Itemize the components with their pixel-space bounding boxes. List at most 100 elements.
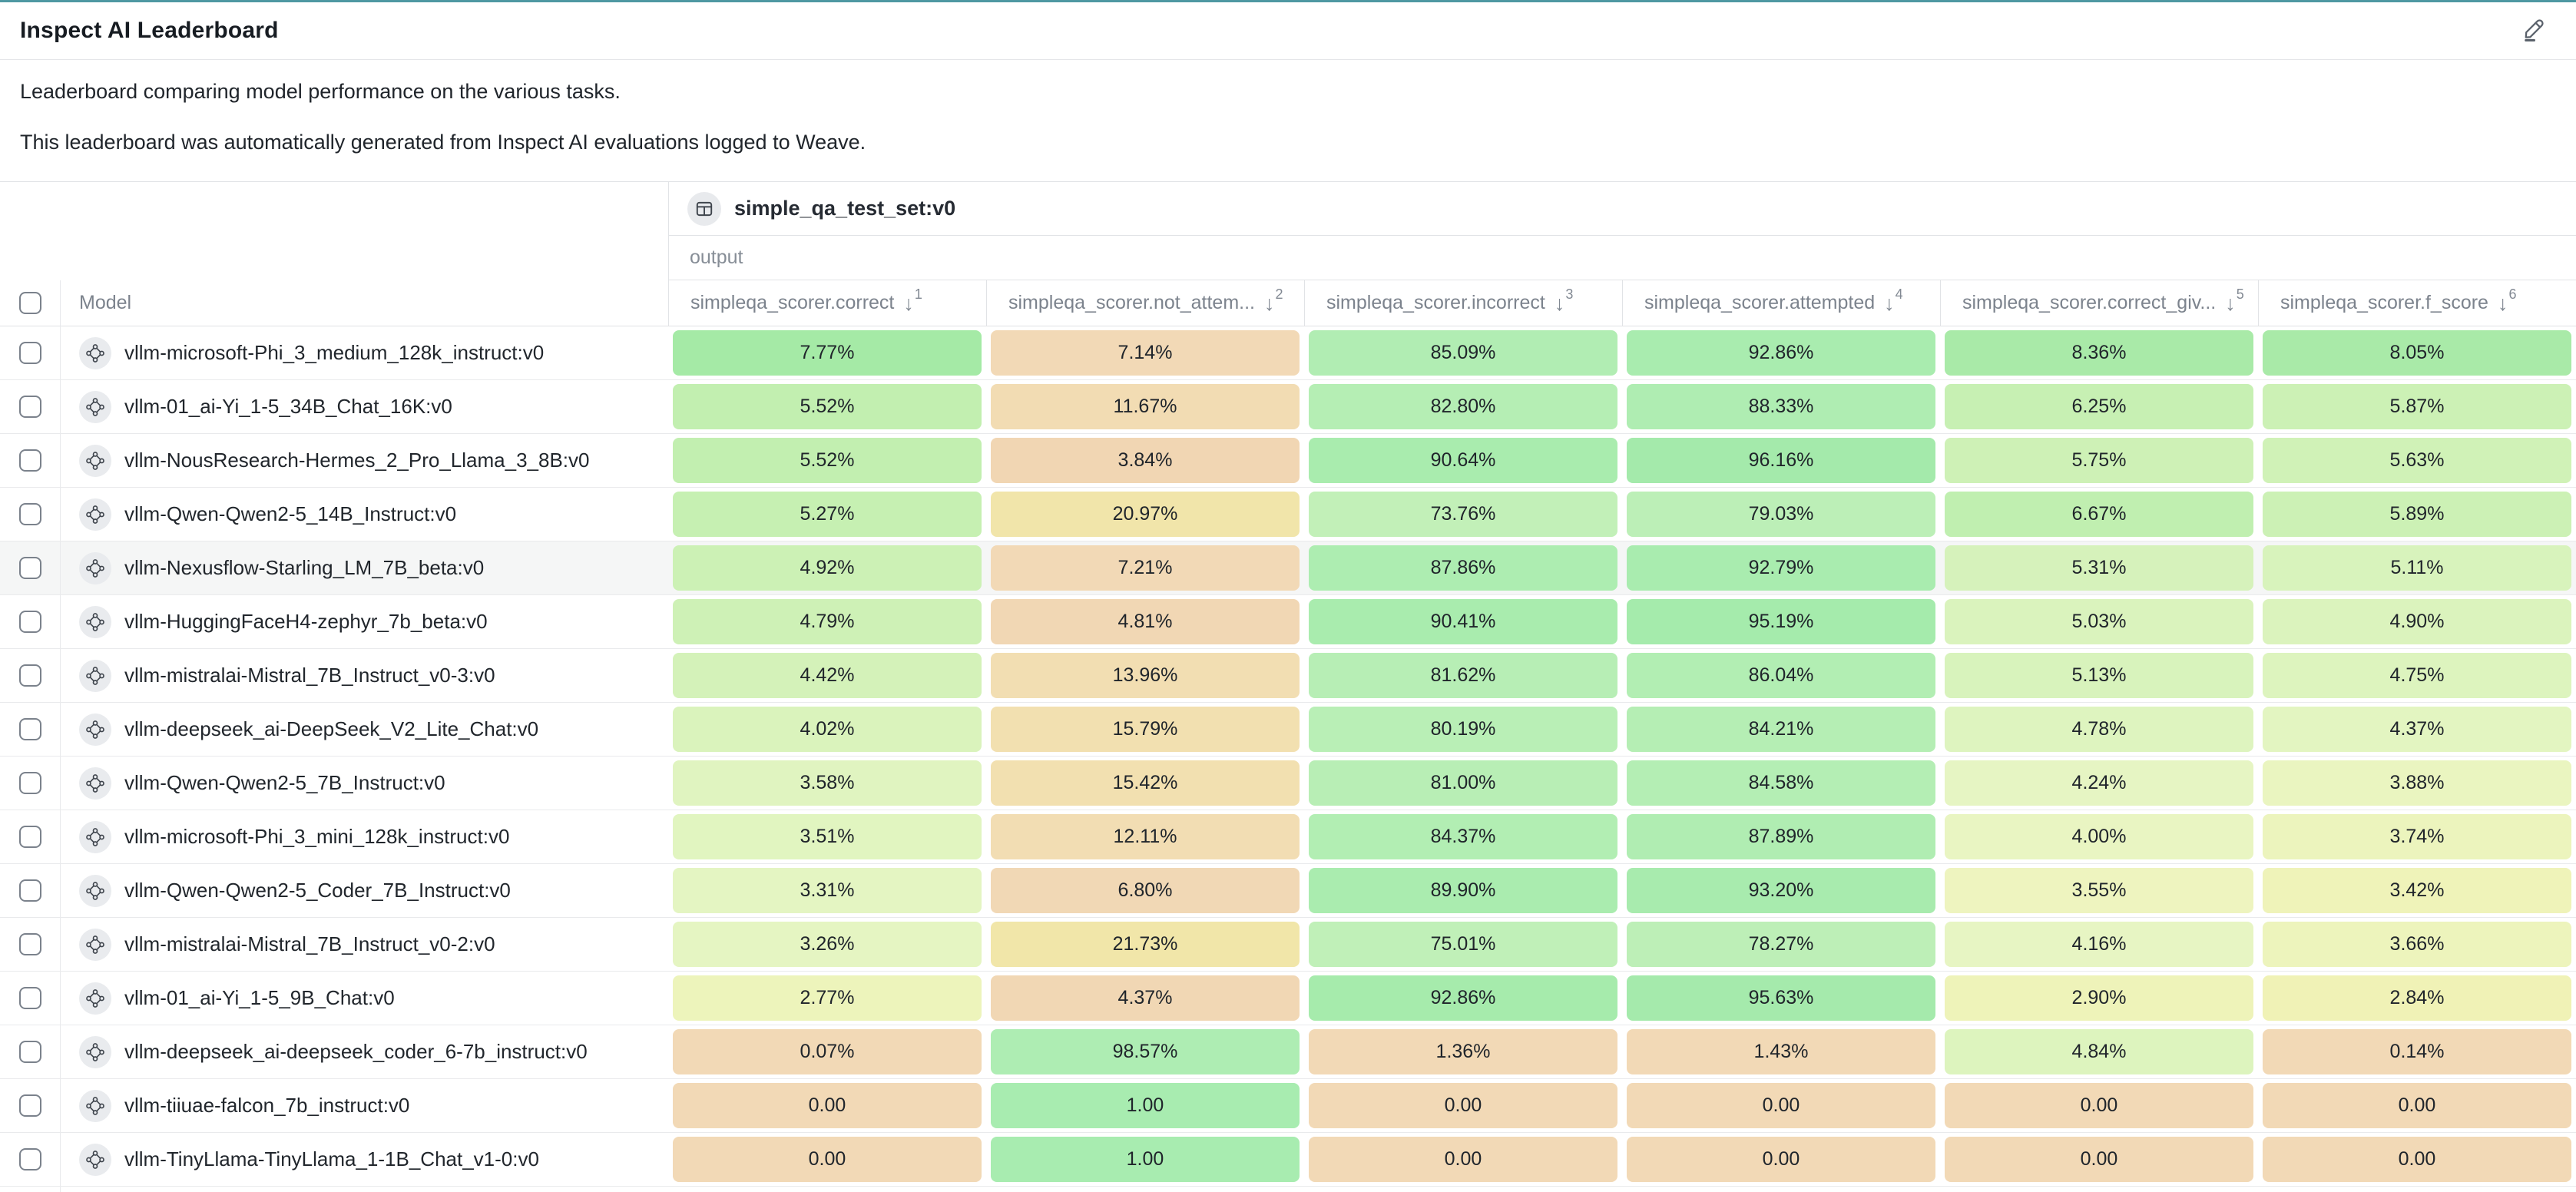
- score-cell: 95.63%: [1622, 972, 1940, 1025]
- score-cell: 0.00: [2258, 1079, 2576, 1132]
- model-name: vllm-Nexusflow-Starling_LM_7B_beta:v0: [124, 556, 485, 579]
- dataset-group-header[interactable]: simple_qa_test_set:v0: [668, 182, 2576, 236]
- row-select-cell: [0, 1025, 60, 1078]
- column-header-f-score[interactable]: simpleqa_scorer.f_score ↓ 6: [2258, 280, 2576, 326]
- score-cell: 80.19%: [1304, 703, 1622, 756]
- model-cell[interactable]: vllm-microsoft-Phi_3_mini_128k_instruct:…: [60, 810, 668, 863]
- score-value: 0.00: [2263, 1083, 2571, 1128]
- score-value: 2.77%: [673, 975, 982, 1021]
- model-cell[interactable]: vllm-01_ai-Yi_1-5_34B_Chat_16K:v0: [60, 380, 668, 433]
- model-name: vllm-Qwen-Qwen2-5_14B_Instruct:v0: [124, 502, 457, 525]
- table-body: vllm-microsoft-Phi_3_medium_128k_instruc…: [0, 326, 2576, 1187]
- sort-arrow-down-icon: ↓: [1264, 291, 1275, 315]
- model-cell[interactable]: vllm-tiiuae-falcon_7b_instruct:v0: [60, 1079, 668, 1132]
- row-checkbox[interactable]: [18, 611, 41, 633]
- row-checkbox[interactable]: [18, 1148, 41, 1170]
- score-cell: 0.00: [1940, 1133, 2258, 1186]
- row-checkbox[interactable]: [18, 557, 41, 579]
- row-checkbox[interactable]: [18, 718, 41, 740]
- table-row: vllm-deepseek_ai-DeepSeek_V2_Lite_Chat:v…: [0, 703, 2576, 757]
- model-icon: [79, 1035, 111, 1068]
- model-cell[interactable]: vllm-Qwen-Qwen2-5_7B_Instruct:v0: [60, 757, 668, 810]
- model-cell[interactable]: vllm-HuggingFaceH4-zephyr_7b_beta:v0: [60, 595, 668, 648]
- model-cell[interactable]: vllm-NousResearch-Hermes_2_Pro_Llama_3_8…: [60, 434, 668, 487]
- score-cell: 2.77%: [668, 972, 986, 1025]
- score-value: 0.00: [1309, 1137, 1617, 1182]
- score-cell: 73.76%: [1304, 488, 1622, 541]
- model-cell[interactable]: vllm-deepseek_ai-deepseek_coder_6-7b_ins…: [60, 1025, 668, 1078]
- score-cell: 3.42%: [2258, 864, 2576, 917]
- score-value: 15.42%: [991, 760, 1300, 806]
- column-header-correct[interactable]: simpleqa_scorer.correct ↓ 1: [668, 280, 986, 326]
- score-value: 4.84%: [1945, 1029, 2253, 1074]
- row-checkbox[interactable]: [18, 879, 41, 902]
- score-value: 0.00: [1627, 1137, 1935, 1182]
- row-select-cell: [0, 1133, 60, 1186]
- select-all-checkbox[interactable]: [18, 292, 41, 314]
- score-value: 4.81%: [991, 599, 1300, 644]
- score-cell: 4.02%: [668, 703, 986, 756]
- row-checkbox[interactable]: [18, 449, 41, 472]
- score-cell: 7.77%: [668, 326, 986, 379]
- score-cell: 0.00: [2258, 1133, 2576, 1186]
- row-select-cell: [0, 864, 60, 917]
- score-value: 4.24%: [1945, 760, 2253, 806]
- model-cell[interactable]: vllm-deepseek_ai-DeepSeek_V2_Lite_Chat:v…: [60, 703, 668, 756]
- column-header-incorrect[interactable]: simpleqa_scorer.incorrect ↓ 3: [1304, 280, 1622, 326]
- score-cell: 86.04%: [1622, 649, 1940, 702]
- model-cell[interactable]: vllm-mistralai-Mistral_7B_Instruct_v0-3:…: [60, 649, 668, 702]
- row-select-cell: [0, 757, 60, 810]
- score-value: 88.33%: [1627, 384, 1935, 429]
- model-cell[interactable]: vllm-Nexusflow-Starling_LM_7B_beta:v0: [60, 541, 668, 594]
- score-value: 92.86%: [1309, 975, 1617, 1021]
- row-checkbox[interactable]: [18, 396, 41, 418]
- score-value: 21.73%: [991, 922, 1300, 967]
- sort-order-badge: 6: [2508, 286, 2517, 302]
- model-name: vllm-HuggingFaceH4-zephyr_7b_beta:v0: [124, 610, 488, 633]
- edit-button[interactable]: [2513, 11, 2553, 51]
- score-value: 0.07%: [673, 1029, 982, 1074]
- row-checkbox[interactable]: [18, 826, 41, 848]
- dataset-group-label: simple_qa_test_set:v0: [734, 197, 956, 220]
- row-checkbox[interactable]: [18, 503, 41, 525]
- page-title: Inspect AI Leaderboard: [20, 18, 279, 43]
- score-cell: 6.25%: [1940, 380, 2258, 433]
- column-header-not-attempted[interactable]: simpleqa_scorer.not_attem... ↓ 2: [986, 280, 1304, 326]
- score-value: 0.00: [1309, 1083, 1617, 1128]
- row-checkbox[interactable]: [18, 664, 41, 687]
- score-cell: 4.79%: [668, 595, 986, 648]
- score-cell: 4.84%: [1940, 1025, 2258, 1078]
- score-cell: 3.58%: [668, 757, 986, 810]
- column-header-attempted[interactable]: simpleqa_scorer.attempted ↓ 4: [1622, 280, 1940, 326]
- score-value: 5.52%: [673, 384, 982, 429]
- column-header-correct-given-attempted[interactable]: simpleqa_scorer.correct_giv... ↓ 5: [1940, 280, 2258, 326]
- score-value: 0.00: [673, 1083, 982, 1128]
- sort-arrow-down-icon: ↓: [2497, 291, 2508, 315]
- score-cell: 8.36%: [1940, 326, 2258, 379]
- model-cell[interactable]: vllm-Qwen-Qwen2-5_14B_Instruct:v0: [60, 488, 668, 541]
- row-select-cell: [0, 434, 60, 487]
- model-cell[interactable]: vllm-mistralai-Mistral_7B_Instruct_v0-2:…: [60, 918, 668, 971]
- score-value: 87.89%: [1627, 814, 1935, 859]
- row-select-cell: [0, 810, 60, 863]
- score-value: 79.03%: [1627, 492, 1935, 537]
- score-cell: 0.00: [1622, 1133, 1940, 1186]
- model-cell[interactable]: vllm-microsoft-Phi_3_medium_128k_instruc…: [60, 326, 668, 379]
- model-icon: [79, 444, 111, 477]
- row-checkbox[interactable]: [18, 933, 41, 955]
- row-checkbox[interactable]: [18, 342, 41, 364]
- score-value: 8.05%: [2263, 330, 2571, 376]
- score-cell: 3.31%: [668, 864, 986, 917]
- model-cell[interactable]: vllm-Qwen-Qwen2-5_Coder_7B_Instruct:v0: [60, 864, 668, 917]
- row-checkbox[interactable]: [18, 987, 41, 1009]
- row-checkbox[interactable]: [18, 1041, 41, 1063]
- row-select-cell: [0, 918, 60, 971]
- model-cell[interactable]: vllm-TinyLlama-TinyLlama_1-1B_Chat_v1-0:…: [60, 1133, 668, 1186]
- score-value: 7.21%: [991, 545, 1300, 591]
- score-value: 3.66%: [2263, 922, 2571, 967]
- score-value: 1.36%: [1309, 1029, 1617, 1074]
- model-cell[interactable]: vllm-01_ai-Yi_1-5_9B_Chat:v0: [60, 972, 668, 1025]
- row-checkbox[interactable]: [18, 772, 41, 794]
- row-checkbox[interactable]: [18, 1094, 41, 1117]
